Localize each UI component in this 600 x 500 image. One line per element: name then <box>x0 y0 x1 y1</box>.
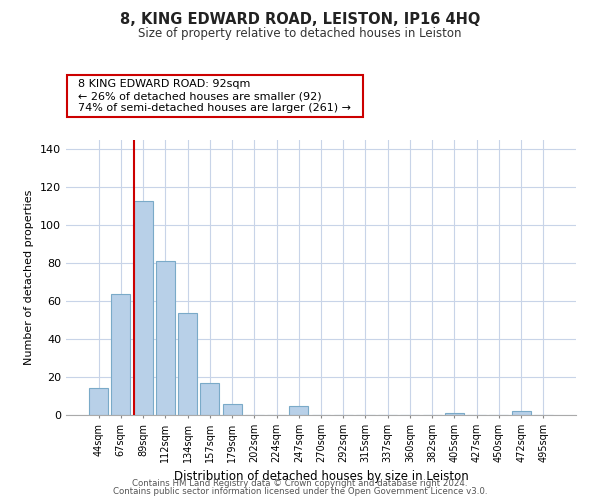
Text: Contains public sector information licensed under the Open Government Licence v3: Contains public sector information licen… <box>113 487 487 496</box>
X-axis label: Distribution of detached houses by size in Leiston: Distribution of detached houses by size … <box>173 470 469 484</box>
Y-axis label: Number of detached properties: Number of detached properties <box>25 190 34 365</box>
Bar <box>223 404 242 415</box>
Bar <box>156 262 175 415</box>
Bar <box>200 383 219 415</box>
Text: 8 KING EDWARD ROAD: 92sqm
  ← 26% of detached houses are smaller (92)
  74% of s: 8 KING EDWARD ROAD: 92sqm ← 26% of detac… <box>71 80 358 112</box>
Bar <box>112 294 130 415</box>
Bar <box>289 406 308 415</box>
Bar <box>134 200 152 415</box>
Text: Contains HM Land Registry data © Crown copyright and database right 2024.: Contains HM Land Registry data © Crown c… <box>132 478 468 488</box>
Bar <box>89 388 108 415</box>
Text: 8, KING EDWARD ROAD, LEISTON, IP16 4HQ: 8, KING EDWARD ROAD, LEISTON, IP16 4HQ <box>120 12 480 28</box>
Text: Size of property relative to detached houses in Leiston: Size of property relative to detached ho… <box>138 28 462 40</box>
Bar <box>445 413 464 415</box>
Bar <box>512 411 530 415</box>
Bar <box>178 312 197 415</box>
